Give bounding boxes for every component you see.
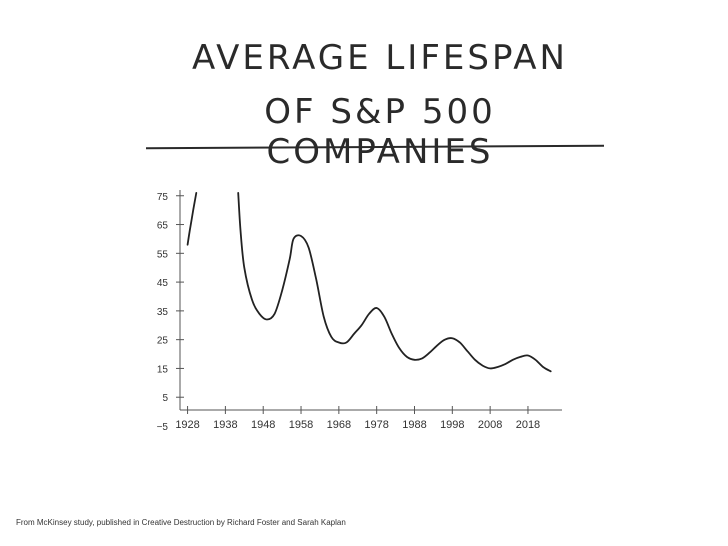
x-tick-labels: 1928 1938 1948 1958 1968 1978 1988 1998 2008 2018 xyxy=(175,419,540,431)
y-tick-label: 65 xyxy=(157,221,169,232)
y-tick-label: 35 xyxy=(157,307,169,318)
series-lines xyxy=(186,192,552,373)
x-tick-label: 1968 xyxy=(327,419,351,431)
y-tick-label: −5 xyxy=(157,422,169,433)
x-tick-label: 1958 xyxy=(289,419,313,431)
y-tick-label: 25 xyxy=(157,336,169,347)
chart-title-line-1: AVERAGE LIFESPAN xyxy=(192,38,568,78)
chart-title-line-2: OF S&P 500 COMPANIES xyxy=(264,92,496,172)
x-tick-label: 1988 xyxy=(402,419,426,431)
y-tick-label: 75 xyxy=(157,192,169,203)
x-tick-label: 1938 xyxy=(213,419,237,431)
x-tick-label: 2018 xyxy=(516,419,540,431)
x-tick-label: 1948 xyxy=(251,419,275,431)
y-tick-label: 45 xyxy=(157,278,169,289)
y-tick-label: 15 xyxy=(157,364,169,375)
x-tick-label: 1978 xyxy=(364,419,388,431)
lifespan-series-line xyxy=(237,192,552,373)
y-tick-labels: 75 65 55 45 35 25 15 5 −5 xyxy=(157,192,169,433)
chart-axes xyxy=(176,190,562,414)
y-tick-label: 5 xyxy=(162,393,168,404)
y-tick-label: 55 xyxy=(157,249,169,260)
lifespan-series-line xyxy=(186,192,198,246)
source-footnote: From McKinsey study, published in Creati… xyxy=(16,518,346,527)
x-tick-label: 2008 xyxy=(478,419,502,431)
x-tick-label: 1928 xyxy=(175,419,199,431)
x-tick-label: 1998 xyxy=(440,419,464,431)
